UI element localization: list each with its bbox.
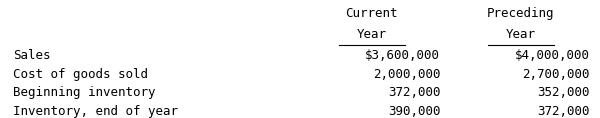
Text: $4,000,000: $4,000,000 bbox=[515, 49, 590, 62]
Text: 372,000: 372,000 bbox=[388, 86, 440, 99]
Text: 2,700,000: 2,700,000 bbox=[522, 68, 590, 81]
Text: Sales: Sales bbox=[13, 49, 51, 62]
Text: Year: Year bbox=[506, 28, 536, 41]
Text: Year: Year bbox=[356, 28, 386, 41]
Text: Cost of goods sold: Cost of goods sold bbox=[13, 68, 148, 81]
Text: 390,000: 390,000 bbox=[388, 105, 440, 118]
Text: 2,000,000: 2,000,000 bbox=[373, 68, 440, 81]
Text: Beginning inventory: Beginning inventory bbox=[13, 86, 156, 99]
Text: 352,000: 352,000 bbox=[537, 86, 590, 99]
Text: $3,600,000: $3,600,000 bbox=[365, 49, 440, 62]
Text: Current: Current bbox=[346, 7, 398, 20]
Text: Preceding: Preceding bbox=[487, 7, 555, 20]
Text: Inventory, end of year: Inventory, end of year bbox=[13, 105, 178, 118]
Text: 372,000: 372,000 bbox=[537, 105, 590, 118]
